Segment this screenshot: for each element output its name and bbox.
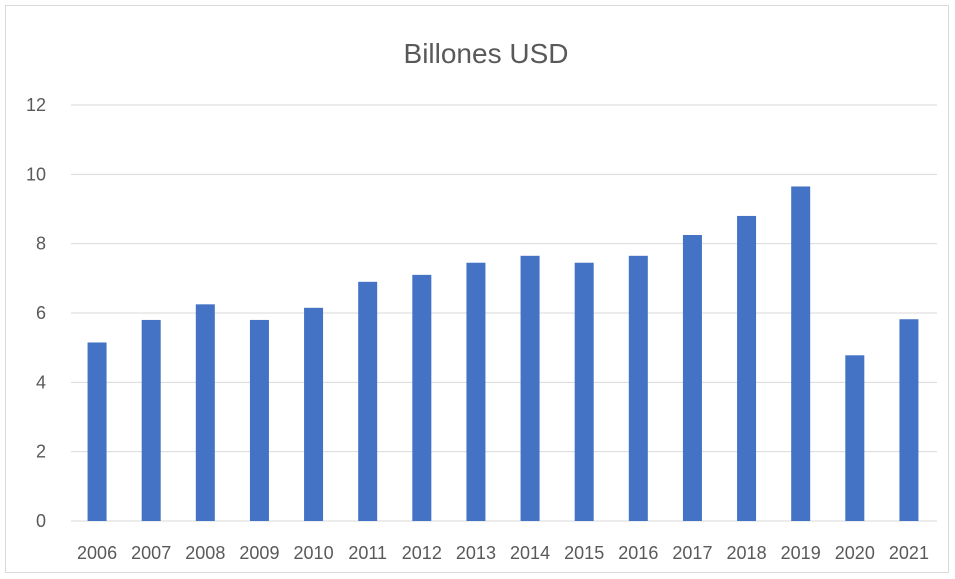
bar-2017	[682, 235, 702, 521]
x-tick-label: 2016	[618, 543, 658, 563]
x-tick-label: 2006	[77, 543, 117, 563]
bar-2020	[845, 355, 865, 521]
y-tick-label: 6	[36, 303, 46, 323]
bar-2018	[737, 215, 757, 521]
x-tick-label: 2018	[727, 543, 767, 563]
x-tick-label: 2007	[131, 543, 171, 563]
bars	[87, 186, 919, 522]
y-tick-label: 0	[36, 511, 46, 531]
bar-2007	[141, 319, 161, 521]
y-tick-label: 4	[36, 372, 46, 392]
x-tick-label: 2020	[835, 543, 875, 563]
y-tick-label: 12	[26, 95, 46, 115]
x-tick-label: 2014	[510, 543, 550, 563]
x-tick-label: 2017	[672, 543, 712, 563]
bar-2008	[195, 304, 215, 521]
x-tick-label: 2019	[781, 543, 821, 563]
bar-2016	[628, 255, 648, 522]
bar-2019	[791, 186, 811, 521]
chart-title: Billones USD	[404, 38, 569, 69]
x-tick-label: 2013	[456, 543, 496, 563]
bar-2011	[358, 281, 378, 521]
bar-2021	[899, 319, 919, 521]
x-tick-label: 2021	[889, 543, 929, 563]
y-axis-tick-labels: 0 2 4 6 8 10 12	[26, 95, 46, 531]
bar-2012	[412, 274, 432, 521]
x-tick-label: 2008	[185, 543, 225, 563]
x-tick-label: 2011	[348, 543, 387, 563]
y-tick-label: 2	[36, 442, 46, 462]
x-tick-label: 2015	[564, 543, 604, 563]
bar-2010	[304, 307, 324, 521]
y-tick-label: 10	[26, 164, 46, 184]
bar-2009	[249, 319, 269, 521]
x-tick-label: 2012	[402, 543, 442, 563]
bar-2013	[466, 262, 486, 521]
x-tick-label: 2009	[239, 543, 279, 563]
x-tick-label: 2010	[294, 543, 334, 563]
bar-2014	[520, 255, 540, 522]
bar-2006	[87, 342, 107, 521]
x-axis-tick-labels: 2006 2007 2008 2009 2010 2011 2012 2013 2014 2015…	[77, 543, 929, 563]
y-tick-label: 8	[36, 234, 46, 254]
bar-2015	[574, 262, 594, 521]
